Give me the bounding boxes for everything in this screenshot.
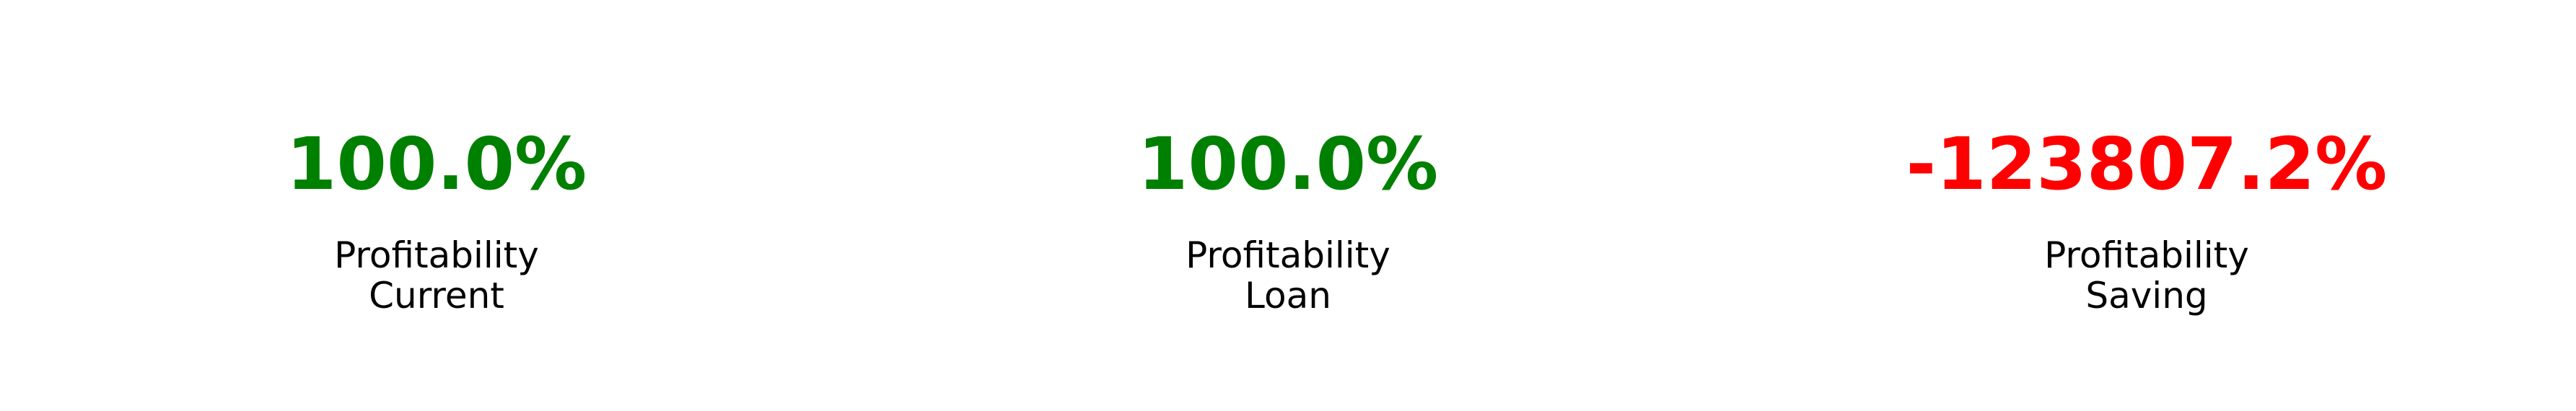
kpi-label-saving: Profitability Saving: [1717, 235, 2576, 316]
kpi-panel-loan: 100.0% Profitability Loan: [859, 0, 1717, 411]
kpi-label-current-line2: Current: [369, 275, 504, 317]
kpi-label-loan-line2: Loan: [1245, 275, 1331, 317]
kpi-panel-current: 100.0% Profitability Current: [0, 0, 859, 411]
kpi-label-current-line1: Profitability: [334, 234, 539, 276]
kpi-value-current: 100.0%: [286, 122, 587, 206]
kpi-label-saving-line2: Saving: [2085, 275, 2208, 317]
kpi-value-saving: -123807.2%: [1906, 122, 2388, 206]
kpi-value-loan: 100.0%: [1137, 122, 1439, 206]
kpi-label-current: Profitability Current: [0, 235, 859, 316]
kpi-label-loan-line1: Profitability: [1186, 234, 1390, 276]
kpi-panel-saving: -123807.2% Profitability Saving: [1717, 0, 2576, 411]
kpi-label-loan: Profitability Loan: [859, 235, 1717, 316]
kpi-label-saving-line1: Profitability: [2044, 234, 2249, 276]
